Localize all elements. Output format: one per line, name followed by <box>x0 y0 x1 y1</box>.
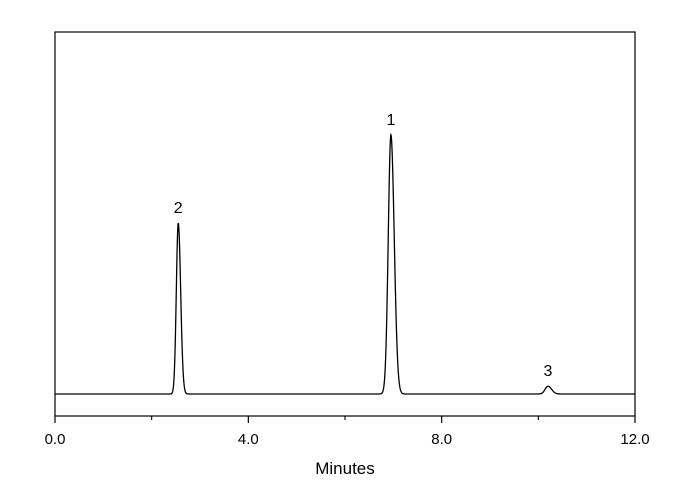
x-axis-label: Minutes <box>315 459 375 478</box>
x-tick-label: 4.0 <box>238 431 259 448</box>
x-tick-label: 0.0 <box>45 431 66 448</box>
peak-label: 3 <box>544 363 553 380</box>
x-axis-tick-labels: 0.0 4.0 8.0 12.0 <box>45 431 650 448</box>
plot-frame <box>54 31 636 417</box>
peak-labels: 2 1 3 <box>174 112 553 380</box>
x-tick-label: 12.0 <box>620 431 649 448</box>
chromatogram-trace <box>55 132 635 395</box>
x-axis-ticks <box>54 416 636 423</box>
peak-label: 2 <box>174 200 183 217</box>
x-tick-label: 8.0 <box>431 431 452 448</box>
peak-label: 1 <box>386 112 395 129</box>
